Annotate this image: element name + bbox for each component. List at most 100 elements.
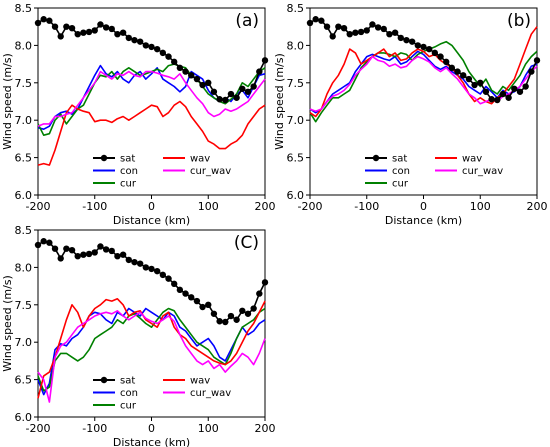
sat-data-point: [119, 251, 127, 258]
sat-data-point: [403, 36, 410, 44]
sat-data-point: [125, 34, 132, 42]
sat-data-point: [448, 64, 456, 72]
legend-marker-sat: [372, 154, 380, 162]
sat-data-point: [222, 318, 229, 326]
x-tick-label: 0: [148, 422, 155, 435]
sat-data-point: [420, 43, 427, 51]
legend-label-sat: sat: [392, 154, 407, 165]
y-tick-label: 6.0: [15, 411, 33, 424]
series-line-wav: [37, 297, 266, 399]
panel-b: -200 -100 0 100 200 6.0 6.5 7.0 7.5 8.0 8.5 Distanc…: [273, 2, 548, 227]
x-tick-label: 100: [198, 200, 219, 213]
sat-data-point: [216, 318, 223, 325]
sat-data-point: [306, 19, 314, 27]
sat-data-point: [454, 68, 461, 75]
x-tick-label: -200: [26, 200, 51, 213]
x-axis-label: Distance (km): [113, 436, 190, 447]
sat-data-point: [431, 49, 439, 57]
series-line-con: [37, 307, 266, 396]
y-tick-label: 7.0: [15, 336, 33, 349]
sat-data-point: [386, 30, 393, 38]
sat-data-point: [176, 64, 184, 72]
sat-data-point: [488, 96, 495, 103]
sat-data-point: [188, 72, 195, 79]
sat-data-point: [165, 275, 172, 282]
x-tick-label: 0: [148, 200, 155, 213]
y-tick-label: 8.5: [287, 2, 305, 15]
sat-data-point: [340, 24, 348, 32]
sat-data-point: [482, 88, 490, 95]
sat-data-point: [210, 88, 218, 95]
sat-data-point: [511, 85, 518, 92]
sat-data-point: [91, 249, 98, 256]
sat-data-point: [227, 90, 235, 98]
sat-data-point: [443, 58, 450, 66]
sat-data-point: [205, 301, 212, 308]
x-tick-label: 0: [420, 200, 427, 213]
sat-data-point: [68, 246, 76, 254]
sat-data-point: [346, 30, 353, 38]
sat-data-point: [142, 264, 150, 271]
sat-data-point: [460, 72, 467, 79]
sat-data-point: [323, 23, 331, 30]
sat-data-point: [40, 16, 47, 23]
sat-data-point: [505, 94, 512, 101]
sat-data-point: [199, 81, 206, 89]
sat-data-point: [131, 36, 138, 44]
legend-label-cur: cur: [120, 179, 137, 190]
sat-data-point: [46, 239, 53, 246]
sat-data-point: [227, 312, 235, 320]
legend-label-cur: cur: [392, 179, 409, 190]
series-line-con: [37, 64, 266, 130]
sat-data-point: [46, 17, 53, 24]
legend-label-wav: wav: [190, 154, 210, 165]
sat-data-point: [533, 57, 541, 64]
x-tick-label: -100: [82, 200, 107, 213]
sat-data-point: [108, 247, 115, 255]
sat-data-point: [352, 29, 359, 36]
sat-data-point: [80, 29, 87, 36]
y-tick-label: 6.0: [15, 189, 33, 202]
sat-data-point: [34, 19, 42, 27]
sat-data-point: [142, 42, 150, 49]
sat-data-point: [131, 258, 138, 266]
sat-data-point: [374, 24, 382, 31]
sat-data-point: [250, 83, 257, 90]
sat-data-point: [522, 83, 529, 90]
sat-data-point: [74, 30, 81, 38]
x-axis-label: Distance (km): [385, 214, 462, 227]
sat-data-point: [136, 38, 144, 45]
sat-data-point: [363, 27, 370, 34]
sat-data-point: [57, 255, 64, 262]
series-line-cur_wav: [37, 70, 266, 127]
series-line-cur_wav: [37, 309, 266, 403]
legend-label-con: con: [392, 166, 410, 177]
legend-label-wav: wav: [462, 154, 482, 165]
y-tick-label: 7.0: [287, 114, 305, 127]
sat-data-point: [233, 316, 240, 323]
x-tick-label: 100: [470, 200, 491, 213]
sat-data-point: [108, 25, 115, 33]
sat-data-point: [114, 30, 121, 38]
panel-c: -200 -100 0 100 200 6.0 6.5 7.0 7.5 8.0 8.5 Distanc…: [1, 224, 276, 447]
x-tick-label: -100: [82, 422, 107, 435]
sat-data-point: [148, 43, 155, 51]
legend-label-con: con: [120, 388, 138, 399]
sat-data-point: [125, 256, 132, 264]
x-tick-label: -100: [354, 200, 379, 213]
sat-data-point: [465, 75, 473, 83]
sat-data-point: [216, 96, 223, 103]
y-tick-label: 6.5: [15, 152, 33, 165]
sat-data-point: [318, 17, 325, 24]
legend-label-cur_wav: cur_wav: [190, 166, 231, 177]
sat-data-point: [57, 33, 64, 40]
sat-data-point: [210, 310, 218, 317]
sat-data-point: [425, 45, 433, 53]
legend-label-sat: sat: [120, 376, 135, 387]
legend-label-con: con: [120, 166, 138, 177]
sat-data-point: [239, 85, 246, 92]
sat-data-point: [397, 34, 404, 42]
y-axis-label: Wind speed (m/s): [1, 275, 14, 372]
legend-label-cur: cur: [120, 401, 137, 412]
